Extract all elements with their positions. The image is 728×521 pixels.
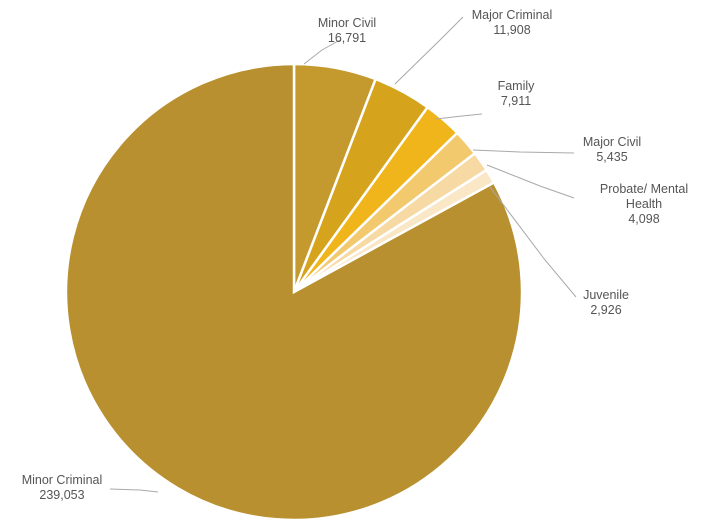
slice-name: Major Civil <box>583 135 641 149</box>
slice-value: 7,911 <box>501 94 531 108</box>
slice-name: Probate/ Mental <box>600 182 688 196</box>
slice-value: 239,053 <box>39 488 84 502</box>
slice-value: 16,791 <box>328 31 366 45</box>
slice-value: 4,098 <box>628 212 659 226</box>
slice-value: 2,926 <box>590 303 621 317</box>
slice-label: Minor Civil 16,791 <box>318 16 376 45</box>
slice-name: Family <box>498 79 536 93</box>
slice-label: Family 7,911 <box>498 79 536 108</box>
slice-label: Juvenile 2,926 <box>583 288 629 317</box>
slice-label: Major Civil 5,435 <box>583 135 641 164</box>
leader-line <box>473 150 574 153</box>
pie-slices <box>66 64 522 520</box>
slice-label: Probate/ Mental Health 4,098 <box>600 182 688 226</box>
slice-value: 11,908 <box>493 23 530 37</box>
leader-line <box>395 17 463 84</box>
slice-name: Minor Civil <box>318 16 376 30</box>
slice-value: 5,435 <box>596 150 627 164</box>
slice-name: Juvenile <box>583 288 629 302</box>
leader-line <box>436 114 482 119</box>
slice-name: Minor Criminal <box>22 473 103 487</box>
leader-line <box>110 489 158 492</box>
slice-name: Health <box>626 197 662 211</box>
slice-name: Major Criminal <box>472 8 553 22</box>
slice-label: Minor Criminal 239,053 <box>22 473 103 502</box>
slice-label: Major Criminal 11,908 <box>472 8 553 37</box>
